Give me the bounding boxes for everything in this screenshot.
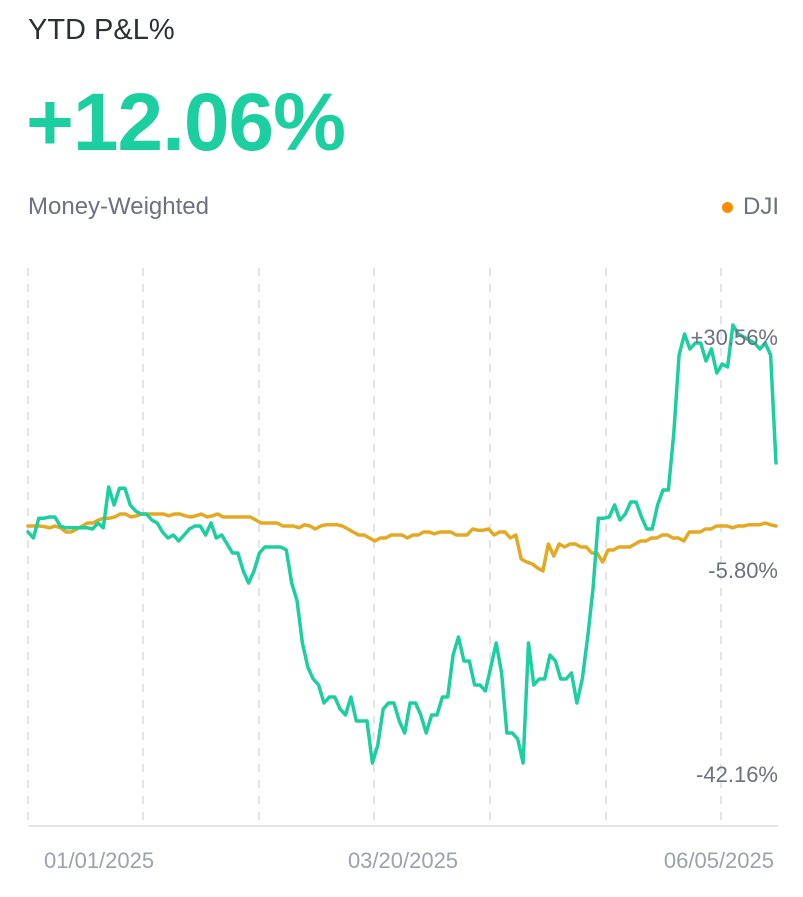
y-tick-label: -42.16% [696, 762, 778, 787]
chart-series [26, 323, 778, 765]
x-tick-label: 03/20/2025 [348, 848, 458, 873]
x-tick-label: 06/05/2025 [664, 848, 774, 873]
x-axis-labels: 01/01/2025 03/20/2025 06/05/2025 [44, 848, 774, 873]
pnl-value: +12.06% [26, 77, 346, 168]
y-tick-label: +30.56% [691, 325, 778, 350]
series-line-dji [26, 512, 778, 573]
y-tick-label: -5.80% [708, 558, 778, 583]
series-line-portfolio [26, 323, 778, 765]
weighting-method-label: Money-Weighted [28, 193, 209, 220]
legend-label-dji: DJI [743, 193, 779, 220]
y-axis-labels: +30.56% -5.80% -42.16% [691, 325, 778, 787]
legend: DJI [722, 193, 779, 221]
chart-grid [27, 268, 722, 826]
chart-title: YTD P&L% [28, 14, 175, 46]
legend-dot-dji [722, 201, 733, 213]
x-tick-label: 01/01/2025 [44, 848, 154, 873]
